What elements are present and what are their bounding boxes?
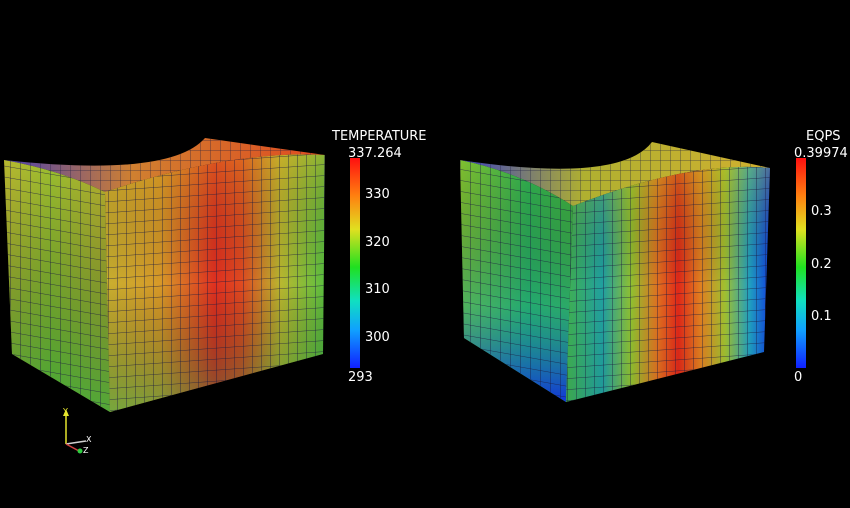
x-axis-line (65, 440, 87, 445)
eqps-colorbar: EQPS 0.39974 0.3 0.2 0.1 0 (794, 129, 848, 385)
z-axis-label: Z (83, 446, 89, 455)
temperature-colorbar-min: 293 (348, 370, 373, 385)
temperature-tick-330: 330 (365, 187, 390, 202)
temperature-tick-320: 320 (365, 235, 390, 250)
temperature-tick-300: 300 (365, 330, 390, 345)
x-axis-label: X (86, 435, 92, 444)
temperature-colorbar-scale (350, 158, 360, 368)
eqps-tick-0-1: 0.1 (811, 309, 832, 324)
y-axis-arrow (63, 409, 69, 416)
eqps-tick-0-3: 0.3 (811, 204, 832, 219)
temperature-tick-310: 310 (365, 282, 390, 297)
eqps-tick-0-2: 0.2 (811, 257, 832, 272)
temperature-colorbar-title: TEMPERATURE (331, 129, 427, 144)
z-axis-dot (77, 448, 83, 454)
eqps-mesh-block[interactable] (460, 142, 770, 402)
temperature-mesh-block[interactable] (4, 138, 325, 412)
y-axis-label: Y (62, 407, 68, 416)
eqps-colorbar-title: EQPS (806, 129, 841, 144)
eqps-colorbar-min: 0 (794, 370, 802, 385)
z-axis-line (65, 443, 80, 452)
eqps-colorbar-max: 0.39974 (794, 146, 848, 161)
eqps-colorbar-scale (796, 158, 806, 368)
temperature-colorbar: TEMPERATURE 337.264 330 320 310 300 293 (331, 129, 427, 385)
temperature-colorbar-max: 337.264 (348, 146, 402, 161)
orientation-axes-widget: Y X Z (62, 407, 92, 455)
